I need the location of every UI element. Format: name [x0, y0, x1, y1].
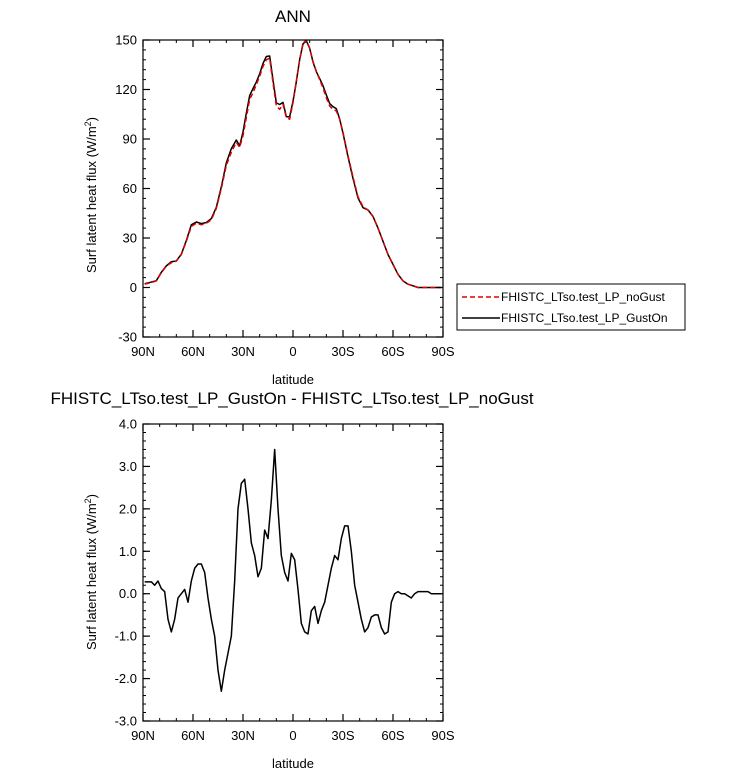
bottom-y-tick-label: 0.0	[119, 586, 137, 601]
bottom-x-tick-label: 60N	[181, 728, 205, 743]
top-panel: ANN -30 0 30 60 90 120 150 90N 60N 30N 0 30S 60S 90S…	[83, 7, 686, 387]
top-x-tick-label: 0	[289, 344, 296, 359]
top-series-line-0	[144, 39, 442, 289]
top-y-tick-label: 90	[123, 132, 137, 147]
bottom-x-tick-label: 0	[289, 728, 296, 743]
top-y-axis: -30 0 30 60 90 120 150	[115, 33, 443, 345]
legend-label-guston: FHISTC_LTso.test_LP_GustOn	[501, 311, 668, 325]
top-plot-area	[144, 39, 442, 289]
legend: FHISTC_LTso.test_LP_noGust FHISTC_LTso.t…	[456, 283, 686, 331]
legend-label-nogust: FHISTC_LTso.test_LP_noGust	[501, 290, 666, 304]
bottom-y-axis-label: Surf latent heat flux (W/m2)	[83, 494, 99, 650]
bottom-y-tick-label: -1.0	[115, 629, 137, 644]
top-x-tick-label: 30N	[231, 344, 255, 359]
legend-box	[456, 283, 686, 331]
bottom-y-tick-label: 2.0	[119, 501, 137, 516]
top-x-tick-label: 60N	[181, 344, 205, 359]
bottom-y-tick-label: 1.0	[119, 544, 137, 559]
top-x-axis: 90N 60N 30N 0 30S 60S 90S	[131, 40, 455, 359]
top-y-tick-label: 150	[115, 33, 137, 48]
bottom-x-axis: 90N 60N 30N 0 30S 60S 90S	[131, 424, 455, 743]
bottom-x-tick-label: 30N	[231, 728, 255, 743]
bottom-x-axis-label: latitude	[272, 756, 314, 771]
bottom-x-tick-label: 30S	[331, 728, 354, 743]
bottom-plot-area	[144, 448, 442, 693]
top-x-tick-label: 30S	[331, 344, 354, 359]
top-series-line-1	[144, 40, 442, 289]
bottom-plot-frame	[142, 423, 444, 722]
top-plot-frame	[142, 39, 444, 338]
top-y-tick-label: 0	[130, 280, 137, 295]
bottom-chart-title: FHISTC_LTso.test_LP_GustOn - FHISTC_LTso…	[50, 389, 533, 408]
top-y-tick-label: -30	[118, 330, 137, 345]
bottom-y-axis: -3.0 -2.0 -1.0 0.0 1.0 2.0 3.0 4.0	[115, 417, 443, 729]
bottom-y-tick-label: 4.0	[119, 417, 137, 432]
top-chart-title: ANN	[275, 7, 311, 26]
top-y-axis-label: Surf latent heat flux (W/m2)	[83, 117, 99, 273]
bottom-y-tick-label: 3.0	[119, 459, 137, 474]
top-x-tick-label: 90S	[431, 344, 454, 359]
top-y-tick-label: 30	[123, 231, 137, 246]
bottom-series-line-0	[144, 448, 442, 693]
top-x-tick-label: 90N	[131, 344, 155, 359]
top-y-tick-label: 120	[115, 82, 137, 97]
top-x-tick-label: 60S	[381, 344, 404, 359]
top-x-axis-label: latitude	[272, 372, 314, 387]
bottom-y-tick-label: -3.0	[115, 714, 137, 729]
bottom-panel: FHISTC_LTso.test_LP_GustOn - FHISTC_LTso…	[50, 389, 533, 771]
bottom-y-tick-label: -2.0	[115, 671, 137, 686]
bottom-x-tick-label: 90N	[131, 728, 155, 743]
bottom-x-tick-label: 90S	[431, 728, 454, 743]
bottom-x-tick-label: 60S	[381, 728, 404, 743]
top-y-tick-label: 60	[123, 181, 137, 196]
